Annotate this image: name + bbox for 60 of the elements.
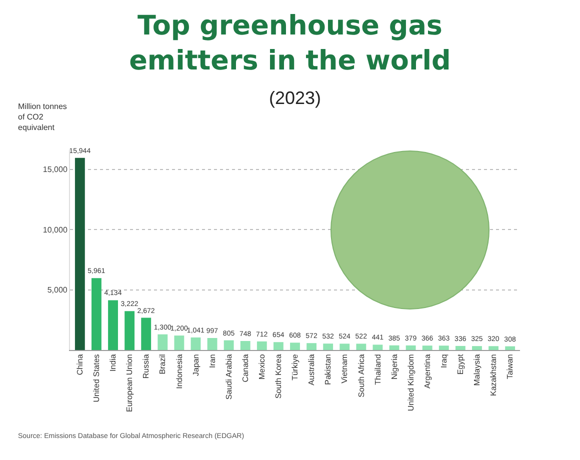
y-tick-label: 15,000 bbox=[42, 165, 68, 174]
bar bbox=[455, 346, 466, 350]
y-tick-label: 5,000 bbox=[47, 286, 68, 295]
bar bbox=[108, 300, 118, 350]
x-tick-label: South Korea bbox=[274, 354, 284, 399]
x-tick-label: Thailand bbox=[373, 354, 382, 385]
bar bbox=[141, 318, 152, 350]
x-tick-label: Indonesia bbox=[174, 354, 184, 389]
x-tick-label: Japan bbox=[191, 354, 200, 376]
bar bbox=[323, 344, 334, 350]
y-axis-title: Million tonnes of CO2 equivalent bbox=[18, 102, 67, 132]
bar bbox=[488, 346, 498, 350]
x-tick-label: Mexico bbox=[258, 354, 267, 380]
bar bbox=[124, 311, 135, 350]
x-tick-label: Nigeria bbox=[390, 354, 399, 380]
bar bbox=[406, 345, 416, 350]
x-tick-label: Saudi Arabia bbox=[224, 354, 234, 400]
x-tick-label: Vietnam bbox=[340, 354, 350, 384]
x-tick-label: Taiwan bbox=[506, 354, 515, 380]
x-tick-label: European Union bbox=[125, 354, 134, 412]
bar bbox=[158, 334, 168, 350]
bar bbox=[389, 345, 400, 350]
y-tick-label: 10,000 bbox=[42, 225, 68, 234]
x-tick-label: Türkiye bbox=[290, 354, 300, 380]
x-tick-label: Brazil bbox=[158, 354, 168, 374]
bar bbox=[190, 337, 201, 350]
x-tick-label: Iran bbox=[208, 354, 217, 368]
bar bbox=[240, 340, 250, 350]
bar bbox=[256, 341, 267, 350]
bar bbox=[273, 342, 284, 350]
x-tick-label: United Kingdom bbox=[406, 354, 416, 412]
bar bbox=[356, 344, 366, 350]
x-tick-label: Kazakhstan bbox=[489, 354, 498, 396]
bar bbox=[92, 278, 102, 350]
bar bbox=[422, 346, 432, 350]
x-tick-label: Russia bbox=[142, 354, 151, 379]
chart-title: Top greenhouse gas emitters in the world bbox=[129, 10, 451, 77]
x-tick-label: Argentina bbox=[422, 354, 432, 388]
bar bbox=[74, 158, 85, 350]
bar bbox=[372, 344, 383, 350]
bar bbox=[340, 344, 350, 350]
bar bbox=[290, 342, 300, 350]
x-tick-label: Pakistan bbox=[324, 354, 333, 385]
x-tick-label: India bbox=[108, 354, 118, 372]
x-tick-label: Canada bbox=[240, 354, 250, 382]
x-tick-label: Iraq bbox=[440, 354, 448, 368]
x-tick-label: Malaysia bbox=[472, 354, 482, 386]
bar bbox=[306, 343, 317, 350]
bar bbox=[472, 346, 482, 350]
x-tick-label: United States bbox=[92, 354, 102, 402]
bar bbox=[224, 340, 234, 350]
x-tick-label: Australia bbox=[307, 354, 316, 386]
bar bbox=[505, 346, 516, 350]
bar bbox=[438, 346, 449, 350]
x-tick-label: Egypt bbox=[456, 353, 466, 375]
x-tick-label: South Africa bbox=[356, 354, 366, 398]
bar bbox=[174, 336, 184, 350]
bar bbox=[207, 338, 218, 350]
chart-subtitle: (2023) bbox=[269, 88, 322, 108]
x-tick-label: China bbox=[76, 354, 85, 376]
